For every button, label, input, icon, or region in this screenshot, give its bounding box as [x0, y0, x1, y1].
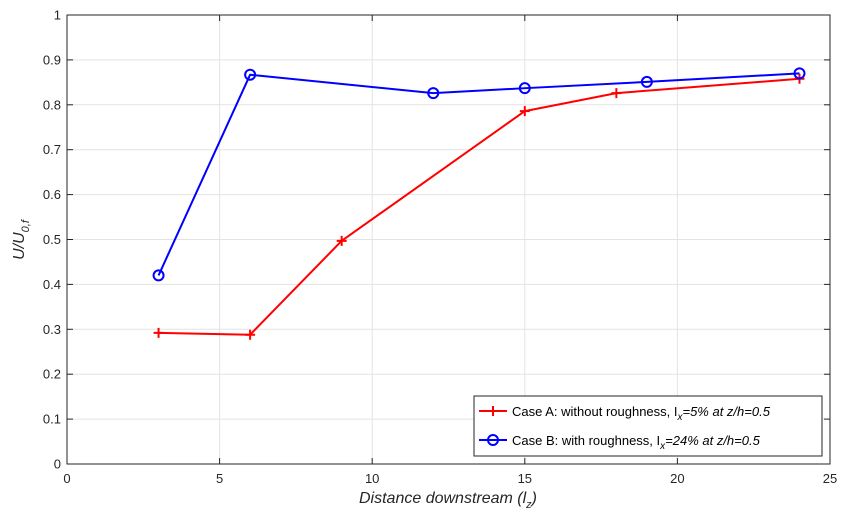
x-axis-label: Distance downstream (lz): [359, 490, 537, 511]
y-tick-label: 0.3: [43, 322, 61, 337]
y-tick-label: 0.6: [43, 187, 61, 202]
data-point: [244, 68, 257, 81]
data-point: [427, 87, 440, 100]
y-tick-label: 0.7: [43, 142, 61, 157]
legend-marker-case-a: [488, 406, 498, 416]
legend-marker-case-b: [487, 434, 499, 446]
data-point: [640, 75, 653, 88]
y-tick-label: 0.4: [43, 277, 61, 292]
x-axis-ticks: 0 5 10 15 20 25: [63, 15, 837, 486]
data-point: [793, 67, 806, 80]
x-tick-label: 20: [670, 471, 684, 486]
legend-label-case-a: Case A: without roughness, Ix=5% at z/h=…: [512, 404, 771, 423]
x-tick-label: 10: [365, 471, 379, 486]
data-point: [518, 82, 531, 95]
x-tick-label: 5: [216, 471, 223, 486]
legend-box: [473, 395, 823, 457]
data-point: [336, 235, 347, 246]
legend-label-case-b: Case B: with roughness, Ix=24% at z/h=0.…: [512, 433, 761, 452]
y-tick-label: 1: [54, 8, 61, 23]
y-tick-label: 0.2: [43, 367, 61, 382]
grid-lines: [67, 15, 830, 464]
series-case-b: [152, 67, 806, 282]
legend-item-case-b: Case B: with roughness, Ix=24% at z/h=0.…: [479, 433, 761, 452]
x-tick-label: 0: [63, 471, 70, 486]
series-line: [157, 72, 800, 276]
series-line: [158, 77, 800, 336]
legend: Case A: without roughness, Ix=5% at z/h=…: [473, 395, 823, 457]
series-case-a: [153, 73, 805, 340]
data-point: [152, 269, 165, 282]
y-tick-label: 0.9: [43, 52, 61, 67]
data-point: [611, 88, 622, 99]
x-tick-label: 25: [823, 471, 837, 486]
y-tick-label: 0.1: [43, 412, 61, 427]
y-tick-label: 0.5: [43, 232, 61, 247]
x-tick-label: 15: [518, 471, 532, 486]
y-tick-label: 0.8: [43, 97, 61, 112]
y-axis-ticks: 0 0.1 0.2 0.3 0.4 0.5 0.6 0.7 0.8 0.9 1: [43, 8, 830, 472]
y-axis-label: U/U0,f: [11, 219, 32, 260]
data-point: [519, 106, 530, 117]
series-group: [152, 67, 806, 340]
data-point: [153, 327, 164, 338]
y-tick-label: 0: [54, 457, 61, 472]
legend-item-case-a: Case A: without roughness, Ix=5% at z/h=…: [479, 404, 771, 423]
data-point: [245, 329, 256, 340]
